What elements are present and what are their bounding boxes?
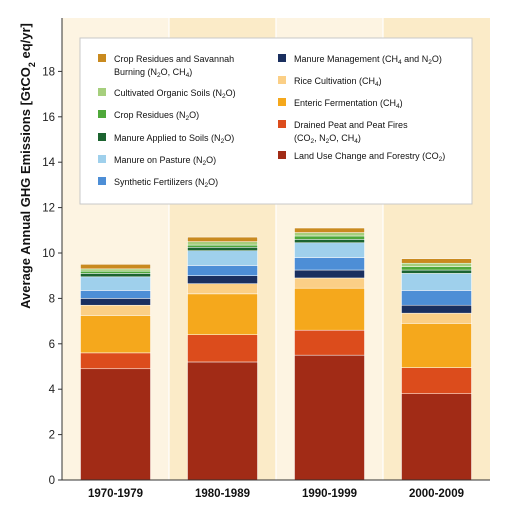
bar-segment-luc (188, 362, 258, 480)
bar-segment-past (81, 277, 151, 291)
legend-label-burn: Crop Residues and Savannah (114, 54, 234, 64)
legend-swatch-mm (278, 54, 286, 62)
legend-swatch-past (98, 155, 106, 163)
bar-segment-rice (81, 305, 151, 315)
bar-segment-rice (295, 278, 365, 288)
bar-segment-burn (295, 228, 365, 233)
x-category-label: 1970-1979 (88, 488, 143, 500)
bar-segment-crop (188, 245, 258, 247)
x-category-label: 1990-1999 (302, 488, 357, 500)
y-tick-label: 16 (42, 112, 55, 124)
bar-segment-org (81, 269, 151, 271)
legend-swatch-org (98, 88, 106, 96)
bar-segment-burn (402, 259, 472, 264)
bar-segment-crop (295, 236, 365, 239)
bar-segment-soil (402, 270, 472, 273)
bar-segment-ent (188, 294, 258, 335)
bar-segment-ent (402, 323, 472, 367)
bar-segment-past (402, 273, 472, 290)
y-tick-label: 6 (49, 339, 55, 351)
legend-swatch-rice (278, 76, 286, 84)
bar-segment-soil (188, 247, 258, 250)
legend-swatch-syn (98, 177, 106, 185)
y-axis-label: Average Annual GHG Emissions [GtCO2 eq/y… (18, 23, 37, 309)
legend-swatch-soil (98, 133, 106, 141)
bar-segment-soil (295, 239, 365, 242)
bar-segment-soil (81, 273, 151, 276)
legend-swatch-ent (278, 98, 286, 106)
y-tick-label: 12 (42, 203, 55, 215)
bar-segment-syn (188, 265, 258, 275)
bar-segment-burn (81, 264, 151, 269)
legend-label-peat: Drained Peat and Peat Fires (294, 120, 408, 130)
legend-swatch-peat (278, 120, 286, 128)
bar-segment-past (188, 251, 258, 266)
bar-segment-peat (295, 330, 365, 355)
bar-segment-syn (402, 290, 472, 305)
legend-swatch-burn (98, 54, 106, 62)
bar-segment-syn (295, 258, 365, 270)
bar-segment-past (295, 243, 365, 258)
bar-segment-org (402, 263, 472, 266)
bar-segment-mm (188, 276, 258, 284)
bar-segment-ent (295, 288, 365, 330)
bar-segment-mm (295, 270, 365, 278)
bar-segment-rice (402, 313, 472, 323)
legend-swatch-crop (98, 110, 106, 118)
bar-segment-peat (402, 368, 472, 394)
bar-segment-peat (81, 353, 151, 369)
y-tick-label: 8 (49, 293, 55, 305)
y-tick-label: 2 (49, 430, 55, 442)
y-tick-label: 18 (42, 66, 55, 78)
bar-segment-crop (81, 271, 151, 273)
bar-segment-crop (402, 267, 472, 270)
y-tick-label: 4 (49, 384, 56, 396)
x-category-label: 1980-1989 (195, 488, 250, 500)
bar-segment-burn (188, 237, 258, 242)
bar-segment-peat (188, 335, 258, 362)
y-tick-label: 10 (42, 248, 55, 260)
bar-segment-luc (81, 369, 151, 480)
bar-segment-syn (81, 290, 151, 298)
bar-segment-ent (81, 315, 151, 352)
y-tick-label: 14 (42, 157, 55, 169)
legend-swatch-luc (278, 151, 286, 159)
bar-segment-org (188, 242, 258, 245)
bar-segment-luc (402, 394, 472, 480)
y-tick-label: 0 (49, 475, 55, 487)
bar-segment-luc (295, 355, 365, 480)
bar-segment-rice (188, 284, 258, 294)
bar-segment-mm (402, 305, 472, 313)
bar-segment-mm (81, 298, 151, 305)
x-category-label: 2000-2009 (409, 488, 464, 500)
bar-segment-org (295, 233, 365, 236)
